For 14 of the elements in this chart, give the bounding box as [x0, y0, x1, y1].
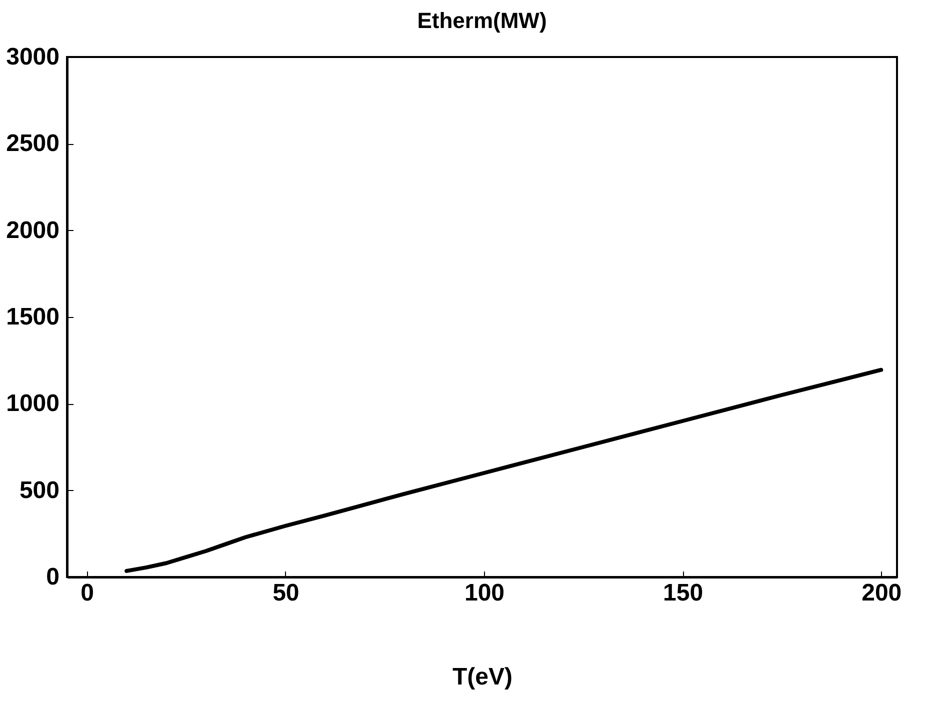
y-tick-label: 2000 — [6, 216, 60, 244]
y-tick-label: 1500 — [6, 304, 60, 330]
y-tick-label: 3000 — [6, 44, 60, 70]
x-tick-label: 150 — [663, 580, 704, 606]
y-tick-label: 500 — [19, 476, 60, 504]
x-tick-label: 50 — [272, 580, 300, 606]
line-series — [124, 368, 884, 573]
x-tick-label: 100 — [464, 580, 505, 606]
y-tick-label: 1000 — [6, 390, 60, 418]
x-tick-label: 200 — [862, 580, 902, 606]
x-axis-title: T(eV) — [452, 664, 512, 690]
chart-title: Etherm(MW) — [417, 8, 547, 33]
x-tick-label: 0 — [80, 580, 94, 606]
y-tick-label: 2500 — [6, 130, 60, 158]
